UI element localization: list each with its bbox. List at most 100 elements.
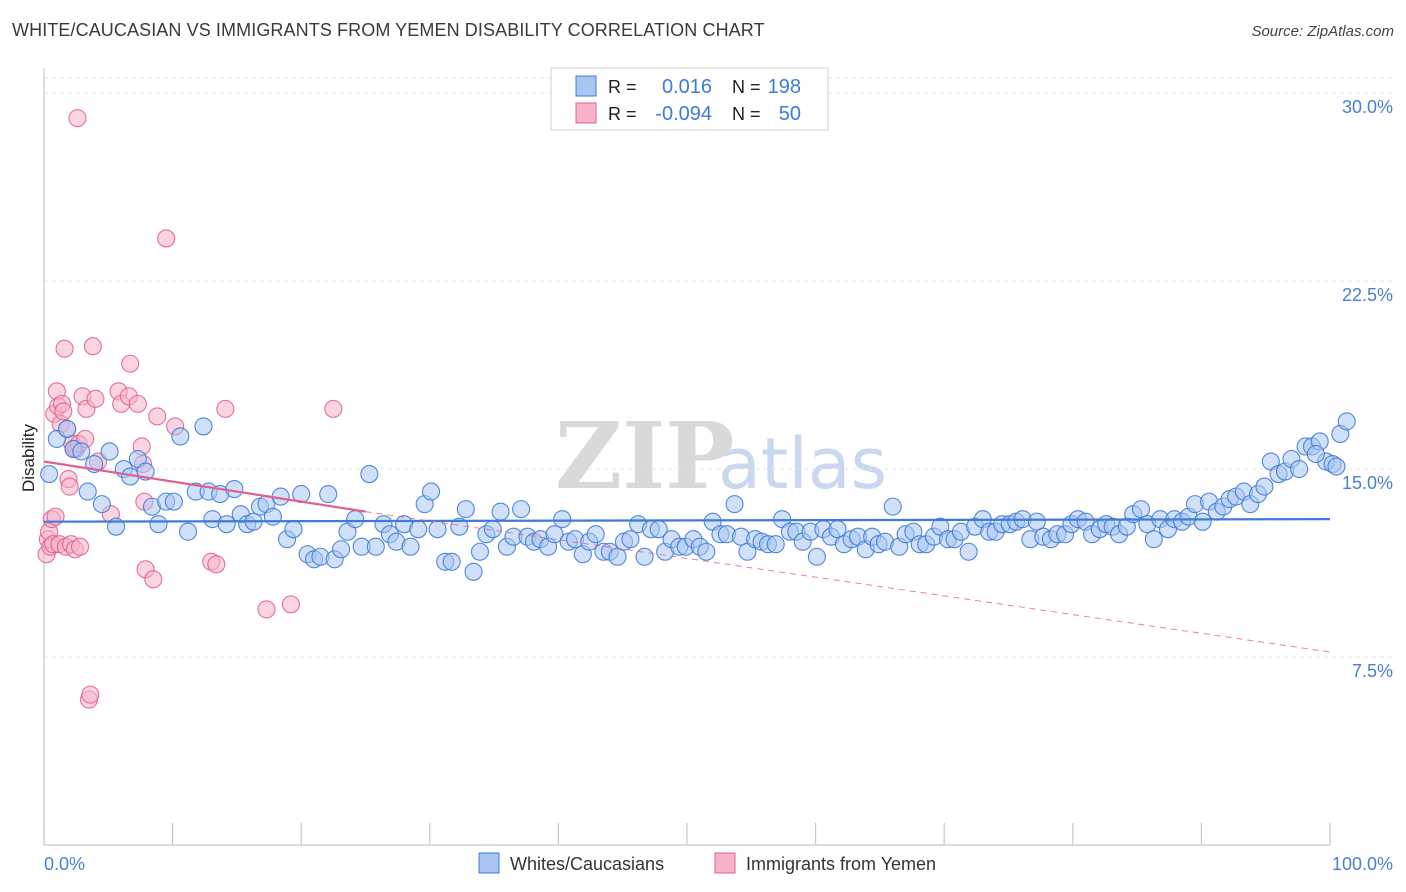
yemen-point xyxy=(83,337,102,356)
yemen-point xyxy=(144,570,163,589)
white-point xyxy=(1027,512,1046,531)
y-tick-label: 30.0% xyxy=(1342,97,1393,117)
white-point xyxy=(1327,457,1346,476)
y-tick-label: 22.5% xyxy=(1342,285,1393,305)
white-point xyxy=(828,520,847,539)
white-point xyxy=(1193,512,1212,531)
white-point xyxy=(621,530,640,549)
watermark: ZIP atlas xyxy=(555,402,887,510)
white-point xyxy=(284,520,303,539)
white-point xyxy=(725,495,744,514)
yemen-point xyxy=(81,685,100,704)
white-point xyxy=(635,547,654,566)
source-credit: Source: ZipAtlas.com xyxy=(1251,23,1394,40)
white-point xyxy=(263,507,282,526)
y-tick-label: 15.0% xyxy=(1342,473,1393,493)
white-point xyxy=(100,442,119,461)
white-point xyxy=(92,495,111,514)
stats-n-label-blue: N = xyxy=(732,77,761,97)
trend-lines xyxy=(43,460,1331,653)
white-point xyxy=(332,540,351,559)
white-point xyxy=(409,520,428,539)
white-point xyxy=(1290,459,1309,479)
yemen-point xyxy=(157,229,176,248)
y-tick-labels: 7.5% 15.0% 22.5% 30.0% xyxy=(1342,97,1393,681)
trend-line-yemen xyxy=(43,460,366,513)
yemen-point xyxy=(148,407,167,426)
stats-swatch-blue xyxy=(575,75,597,97)
white-point xyxy=(164,492,183,511)
white-point xyxy=(553,510,572,529)
gridlines xyxy=(44,77,1393,658)
white-point xyxy=(959,542,978,561)
legend: Whites/Caucasians Immigrants from Yemen xyxy=(478,852,936,874)
white-points xyxy=(40,412,1356,581)
white-point xyxy=(78,482,97,501)
watermark-zip: ZIP xyxy=(555,402,734,510)
yemen-point xyxy=(55,339,74,358)
yemen-point xyxy=(324,399,343,418)
legend-swatch-yemen xyxy=(714,852,736,874)
yemen-point xyxy=(54,402,73,421)
white-point xyxy=(149,515,168,534)
white-point xyxy=(807,547,826,566)
trend-line-white xyxy=(43,518,1331,523)
yemen-point xyxy=(68,109,87,128)
stats-r-value-pink: -0.094 xyxy=(655,103,712,125)
yemen-point xyxy=(257,600,276,619)
white-point xyxy=(1306,444,1325,464)
white-point xyxy=(697,542,716,561)
yemen-point xyxy=(207,555,226,574)
white-point xyxy=(545,525,564,544)
watermark-atlas: atlas xyxy=(718,423,887,505)
x-axis-ticks xyxy=(43,823,1331,845)
x-tick-label-max: 100.0% xyxy=(1332,854,1393,874)
white-point xyxy=(225,480,244,499)
white-point xyxy=(346,510,365,529)
white-point xyxy=(456,500,475,519)
yemen-point xyxy=(128,394,147,413)
white-point xyxy=(194,417,213,436)
y-tick-label: 7.5% xyxy=(1352,661,1393,681)
x-tick-label-min: 0.0% xyxy=(44,854,85,874)
y-axis-label: Disability xyxy=(19,423,38,492)
trend-line-yemen-extension xyxy=(365,511,1331,653)
yemen-points xyxy=(37,109,343,709)
white-point xyxy=(422,482,441,501)
white-point xyxy=(171,427,190,446)
yemen-point xyxy=(70,537,90,556)
white-point xyxy=(401,537,420,556)
legend-label-yemen: Immigrants from Yemen xyxy=(746,854,936,874)
legend-swatch-white xyxy=(478,852,500,874)
white-point xyxy=(178,522,198,541)
white-point xyxy=(58,419,77,438)
white-point xyxy=(766,535,785,554)
yemen-point xyxy=(121,354,140,373)
white-point xyxy=(470,542,490,561)
white-point xyxy=(40,464,59,484)
yemen-point xyxy=(86,389,105,408)
white-point xyxy=(1131,500,1151,519)
white-point xyxy=(217,515,236,534)
legend-label-white: Whites/Caucasians xyxy=(510,854,664,874)
stats-r-value-blue: 0.016 xyxy=(662,76,712,98)
yemen-point xyxy=(60,477,79,496)
white-point xyxy=(608,547,627,566)
white-point xyxy=(1337,412,1356,431)
stats-r-label-pink: R = xyxy=(608,104,637,124)
stats-r-label-blue: R = xyxy=(608,77,637,97)
white-point xyxy=(72,442,91,461)
white-point xyxy=(1144,530,1163,549)
stats-n-label-pink: N = xyxy=(732,104,761,124)
white-point xyxy=(883,497,902,516)
white-point xyxy=(512,500,531,519)
chart-title: WHITE/CAUCASIAN VS IMMIGRANTS FROM YEMEN… xyxy=(12,20,765,40)
stats-box: R = 0.016 N = 198 R = -0.094 N = 50 xyxy=(550,67,829,131)
stats-n-value-pink: 50 xyxy=(779,103,801,125)
white-point xyxy=(491,502,510,521)
white-point xyxy=(442,552,461,571)
stats-n-value-blue: 198 xyxy=(768,76,801,98)
yemen-point xyxy=(216,399,235,418)
white-point xyxy=(319,485,338,504)
